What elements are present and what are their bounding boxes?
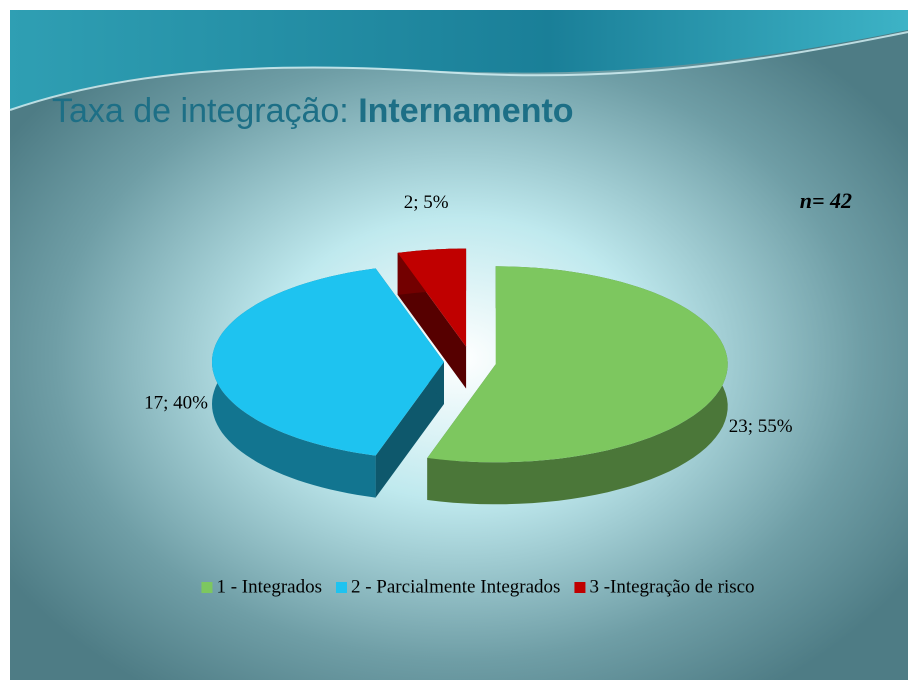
wave-line [9,31,909,111]
legend-label: 2 - Parcialmente Integrados [351,576,560,597]
pie: 23; 55% 17; 40% 2; 5% [144,192,793,505]
slice [427,266,728,463]
annotation: n= 42 [800,188,852,213]
slice-group: 2; 5% [397,192,467,389]
legend: 1 - Integrados 2 - Parcialmente Integrado… [201,576,755,597]
chart-title: Taxa de integração: Internamento [52,92,574,130]
legend-item: 2 - Parcialmente Integrados [335,576,560,597]
legend-swatch [335,582,347,593]
slice [212,268,444,456]
legend-label: 3 -Integração de risco [589,576,754,597]
data-label: 23; 55% [729,416,793,437]
slice-side [375,362,444,498]
legend-item: 1 - Integrados [201,576,322,597]
slice-group: 23; 55% [427,266,793,505]
legend-swatch [574,582,586,593]
slice-group: 17; 40% [144,268,444,498]
slice [397,248,467,347]
legend-label: 1 - Integrados [216,576,322,597]
data-label: 17; 40% [144,392,208,413]
legend-swatch [201,582,213,593]
header-wave [10,10,908,110]
legend-item: 3 -Integração de risco [574,576,755,597]
data-label: 2; 5% [404,192,449,213]
